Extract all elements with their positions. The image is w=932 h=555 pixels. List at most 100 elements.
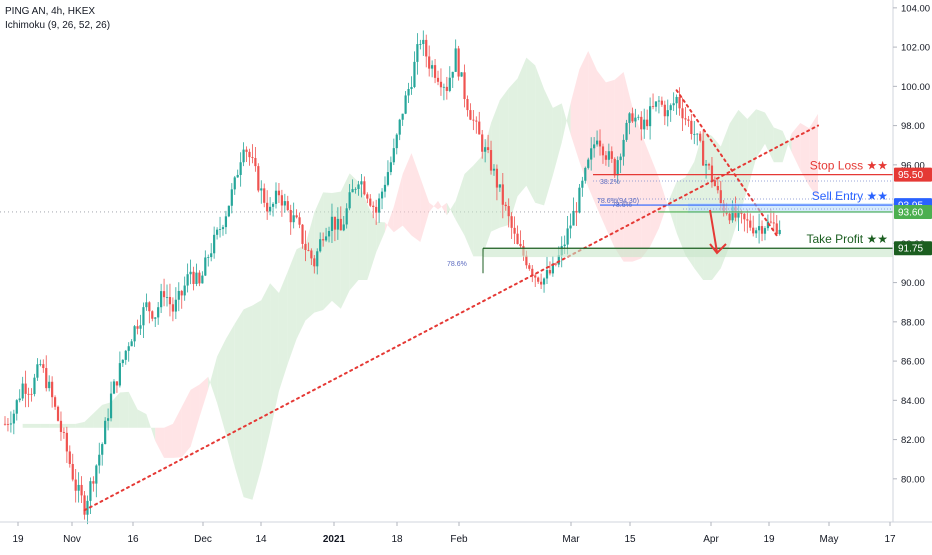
candle-body	[719, 190, 722, 204]
candle	[436, 70, 440, 86]
candle-body	[386, 172, 390, 185]
candle-body	[731, 206, 734, 221]
candle	[304, 230, 307, 262]
candle	[554, 262, 557, 267]
candle	[528, 262, 531, 271]
candle	[316, 248, 319, 275]
candle-body	[375, 206, 378, 213]
candle-body	[115, 381, 119, 386]
candle	[622, 134, 625, 166]
candle	[80, 476, 83, 504]
candle-body	[118, 363, 121, 386]
candle	[230, 183, 233, 214]
candle-body	[419, 44, 422, 45]
candle	[601, 143, 605, 164]
cloud-segment	[473, 155, 483, 257]
candle-body	[675, 96, 678, 104]
candle-body	[395, 134, 398, 149]
candle	[486, 134, 490, 154]
candle	[475, 116, 478, 134]
candle	[15, 399, 18, 421]
candle	[413, 51, 416, 89]
candle-body	[313, 258, 316, 267]
time-tick-label: Feb	[450, 534, 468, 545]
candle-body	[183, 285, 186, 296]
price-tick-label: 104.00	[901, 3, 930, 14]
candle-body	[106, 418, 110, 421]
price-tick-label: 100.00	[901, 82, 930, 93]
candle	[139, 314, 142, 335]
cloud-segment	[376, 221, 385, 253]
candle	[763, 226, 767, 241]
candle	[260, 180, 263, 204]
candle	[507, 198, 510, 228]
cloud-segment	[261, 283, 271, 469]
candle	[637, 114, 640, 121]
candle	[101, 442, 104, 466]
candle-body	[604, 155, 608, 160]
candle	[263, 183, 266, 208]
candle-body	[286, 201, 289, 210]
candle-body	[354, 188, 357, 190]
candle	[319, 232, 322, 253]
candle-body	[127, 346, 130, 351]
candle-body	[33, 377, 36, 395]
candle-body	[710, 165, 714, 181]
candle-body	[563, 244, 566, 247]
cloud-segment	[756, 109, 765, 159]
candle-body	[728, 213, 731, 221]
candle	[766, 214, 770, 231]
candle-body	[189, 271, 192, 275]
candle	[165, 284, 169, 307]
candle	[687, 115, 690, 127]
candle-body	[537, 277, 540, 282]
candle-body	[616, 160, 619, 176]
candle	[239, 152, 242, 187]
sell-entry-zone	[688, 203, 893, 214]
candle-body	[151, 311, 154, 319]
candle-body	[109, 393, 113, 419]
candle	[498, 184, 501, 192]
cloud-segment	[323, 192, 332, 311]
candle-body	[239, 162, 242, 175]
candle	[174, 287, 177, 320]
price-axis: 104.00102.00100.0098.0096.0094.0092.0090…	[892, 0, 932, 522]
candle	[578, 184, 581, 214]
candle	[157, 302, 160, 325]
candle-body	[672, 103, 675, 106]
candle-body	[160, 291, 163, 308]
candle	[12, 409, 15, 435]
candle-body	[204, 257, 207, 276]
candle-body	[180, 290, 183, 296]
candle-body	[263, 188, 266, 203]
candle	[451, 71, 454, 88]
cloud-segment	[340, 173, 350, 309]
candle	[696, 133, 699, 146]
candle	[439, 68, 443, 96]
cloud-segment	[305, 212, 315, 321]
candle	[68, 445, 71, 468]
candle-body	[392, 148, 395, 163]
candle-body	[39, 364, 42, 365]
candle	[86, 495, 89, 525]
time-axis: 19 Nov 16 Dec 14 2021 18 Feb Mar 15 Apr 19 May 17	[0, 521, 932, 545]
candle	[210, 243, 213, 262]
candle	[648, 97, 652, 140]
candle	[681, 97, 684, 131]
candle	[269, 197, 272, 216]
candle	[274, 182, 278, 209]
fib-label: 78.6%	[612, 202, 632, 209]
candle	[65, 426, 68, 463]
candle-body	[757, 226, 761, 231]
cloud-segment	[367, 204, 377, 280]
candle	[151, 310, 154, 322]
candle	[245, 146, 248, 162]
price-tag-bg	[894, 204, 932, 219]
candle	[710, 157, 714, 188]
candle-body	[486, 147, 490, 151]
candle	[619, 153, 622, 174]
take-profit-zone	[483, 248, 893, 258]
candle-body	[310, 250, 313, 259]
